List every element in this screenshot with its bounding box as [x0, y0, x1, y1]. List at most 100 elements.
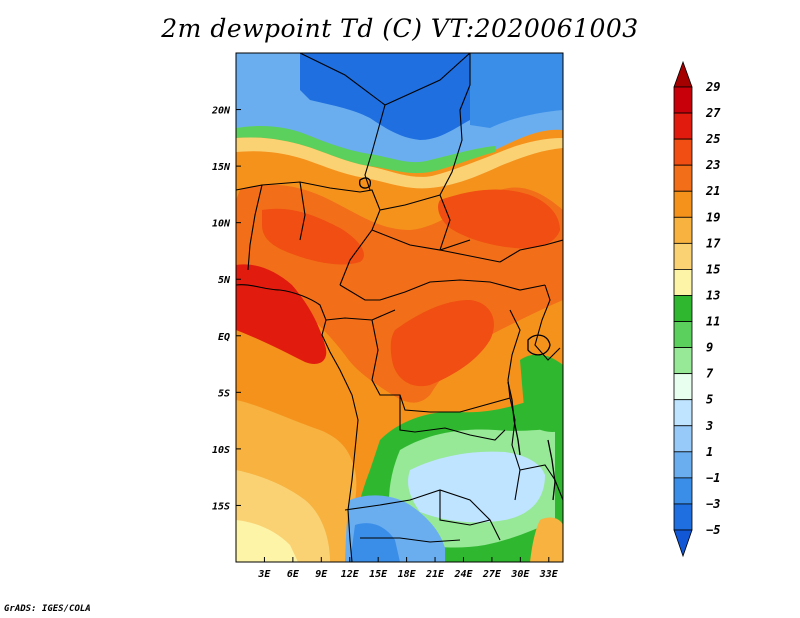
border-line-11 — [499, 239, 563, 263]
border-line-13 — [371, 319, 511, 413]
field-southwest-pale — [236, 520, 298, 562]
colorbar-swatch — [673, 138, 693, 166]
lon-tick-label: 9E — [315, 569, 328, 580]
colorbar-level-label: 17 — [706, 236, 721, 250]
field-hot-north — [262, 208, 364, 265]
colorbar-swatch — [673, 216, 693, 244]
colorbar-swatch — [673, 242, 693, 270]
field-hot-congo — [390, 300, 494, 387]
border-line-5 — [236, 181, 381, 286]
lon-tick-label: 33E — [539, 569, 559, 580]
colorbar-level-label: −1 — [706, 471, 720, 485]
colorbar-level-label: 29 — [705, 80, 720, 94]
colorbar-swatch — [673, 60, 693, 88]
field-east-africa-green — [520, 354, 563, 432]
colorbar-swatch — [673, 321, 693, 348]
border-line-12 — [325, 309, 396, 321]
colorbar-swatch — [673, 86, 693, 114]
lon-tick-label: 27E — [482, 569, 502, 580]
colorbar-level-label: 3 — [705, 419, 713, 433]
lat-tick-label: 5S — [218, 388, 230, 399]
border-line-9 — [371, 229, 471, 251]
colorbar-swatch — [673, 503, 693, 531]
field-sahara-very-dry — [300, 53, 470, 140]
field-hot-west — [236, 264, 327, 365]
border-line-1 — [236, 284, 359, 562]
lon-tick-label: 12E — [341, 569, 360, 580]
colorbar-swatch — [673, 477, 693, 505]
map-title: 2m dewpoint Td (C) VT:2020061003 — [161, 14, 639, 43]
border-line-20 — [534, 284, 561, 361]
colorbar-level-label: 7 — [706, 367, 714, 381]
lake-chad — [359, 177, 372, 189]
colorbar-swatch — [673, 399, 693, 427]
border-line-10 — [339, 279, 546, 301]
lat-tick-label: EQ — [218, 332, 230, 343]
colorbar-swatch — [673, 529, 693, 558]
colorbar-swatch — [673, 269, 693, 296]
map-frame — [235, 52, 564, 563]
lon-tick-label: 6E — [287, 569, 300, 580]
lon-tick-label: 21E — [425, 569, 445, 580]
lon-tick-label: 3E — [257, 569, 271, 580]
border-line-14 — [507, 309, 521, 501]
field-southern-deep-blue — [350, 523, 400, 562]
colorbar-level-label: 19 — [706, 210, 720, 224]
colorbar-level-label: 23 — [705, 158, 720, 172]
border-line-7 — [299, 181, 306, 241]
borders — [236, 53, 563, 562]
lat-tick-label: 5N — [218, 275, 231, 286]
border-line-3 — [384, 53, 471, 106]
lon-axis: 3E 6E 9E 12E 15E 18E 21E 24E 27E 30E 33E — [257, 557, 559, 580]
colorbar-swatch — [673, 164, 693, 192]
lat-tick-label: 15N — [212, 162, 231, 173]
lon-tick-label: 30E — [510, 569, 530, 580]
colorbar-swatch — [673, 112, 693, 140]
colorbar-level-label: −5 — [706, 523, 720, 537]
field-sahara-dry-east — [470, 53, 563, 128]
border-line-19 — [519, 464, 563, 501]
field-southeast-orange — [530, 517, 563, 562]
colorbar-level-label: 15 — [706, 262, 720, 276]
lat-axis: 20N 15N 10N 5N EQ 5S 10S 15S — [211, 106, 241, 512]
lat-tick-label: 10S — [212, 445, 230, 456]
field-southern-dry — [408, 451, 545, 523]
lakes — [359, 177, 556, 501]
border-line-6 — [247, 184, 263, 271]
colorbar-level-label: 21 — [705, 184, 720, 198]
colorbar-swatch — [673, 347, 693, 375]
grads-credit: GrADS: IGES/COLA — [4, 604, 91, 614]
lake-victoria — [527, 334, 551, 356]
lon-tick-label: 18E — [398, 569, 417, 580]
lake-tanganyika — [507, 381, 521, 456]
border-line-15 — [399, 395, 506, 441]
lat-tick-label: 20N — [211, 106, 231, 117]
colorbar-swatch — [673, 190, 693, 218]
colorbar-level-label: 5 — [706, 393, 713, 407]
field-hot-east — [438, 189, 560, 249]
colorbar-level-label: 1 — [706, 445, 713, 459]
colorbar-swatch — [673, 451, 693, 479]
border-line-8 — [379, 194, 441, 211]
lon-tick-label: 15E — [369, 569, 388, 580]
colorbar-level-label: −3 — [706, 497, 720, 511]
field-sahel-pale — [236, 137, 563, 189]
colorbar-boxes — [673, 60, 693, 558]
lon-tick-label: 24E — [453, 569, 473, 580]
colorbar-labels: 29 27 25 23 21 19 17 15 13 11 9 7 5 3 1 −1 −3 −5 — [705, 80, 721, 537]
colorbar-swatch — [673, 373, 693, 401]
border-line-4 — [439, 53, 501, 263]
colorbar-level-label: 9 — [706, 341, 713, 355]
colorbar-level-label: 11 — [706, 315, 720, 329]
lat-tick-label: 15S — [212, 501, 230, 512]
field-sahel-green — [236, 126, 495, 174]
colorbar-level-label: 27 — [705, 106, 721, 120]
border-line-17 — [439, 490, 491, 526]
colorbar-level-label: 13 — [706, 288, 720, 302]
border-line-18 — [360, 537, 461, 543]
lat-tick-label: 10N — [212, 219, 231, 230]
lake-malawi — [547, 439, 556, 501]
colorbar-swatch — [673, 295, 693, 322]
